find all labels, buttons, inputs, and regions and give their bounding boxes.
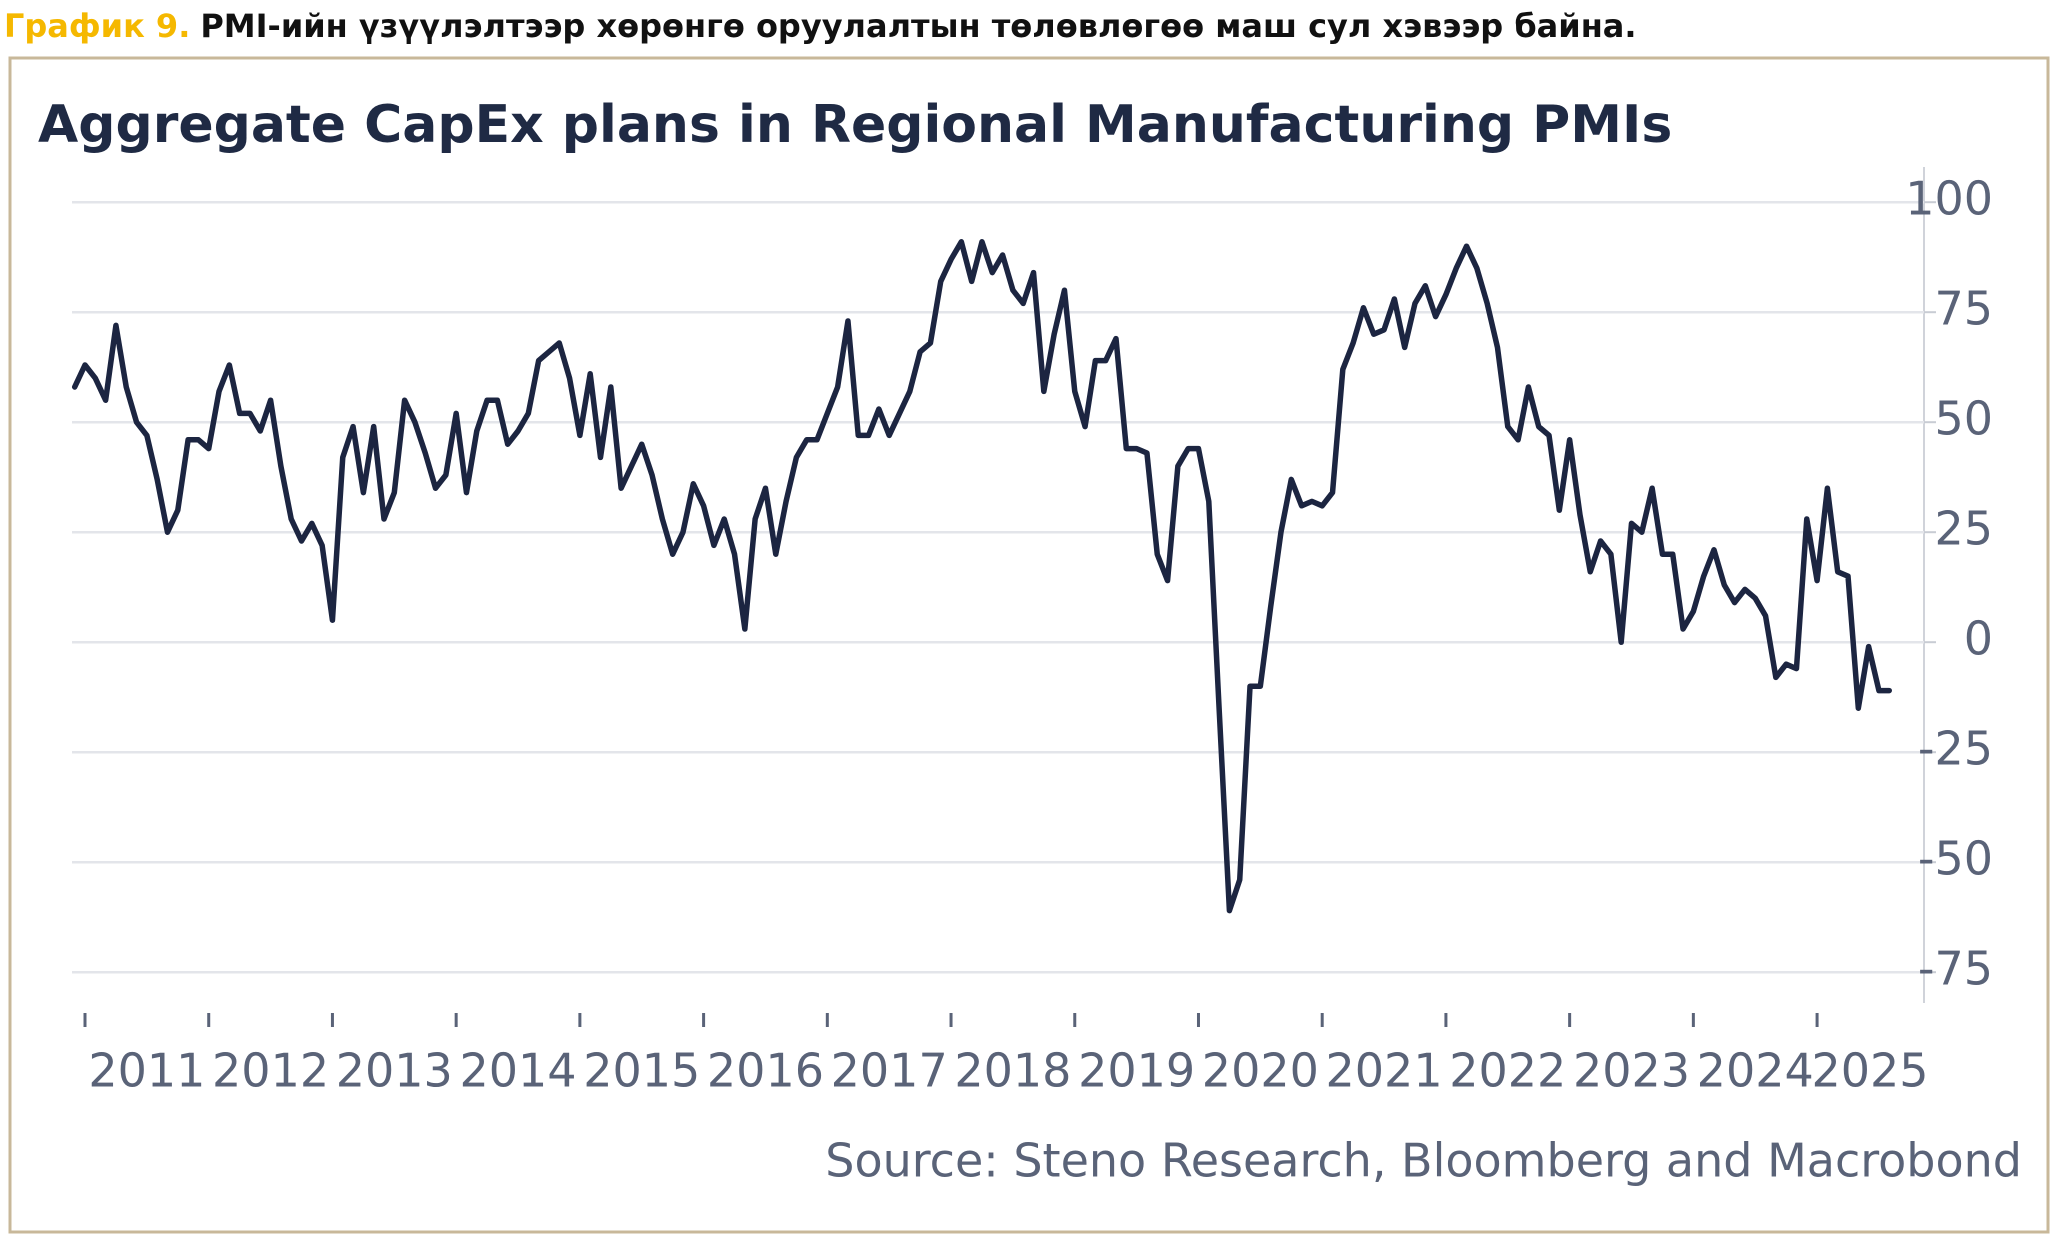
- header-text: PMI-ийн үзүүлэлтээр хөрөнгө оруулалтын т…: [200, 7, 1636, 45]
- x-tick-label: 2017: [831, 1044, 948, 1098]
- header: График 9. PMI-ийн үзүүлэлтээр хөрөнгө ору…: [4, 7, 1637, 45]
- x-tick-label: 2015: [583, 1044, 700, 1098]
- chart-frame: [8, 56, 2050, 1234]
- x-tick-label: 2024: [1697, 1044, 1814, 1098]
- source: Source: Steno Research, Bloomberg and Ma…: [825, 1134, 2022, 1188]
- y-tick-label: 0: [1964, 612, 1993, 666]
- x-tick-label: 2018: [954, 1044, 1071, 1098]
- y-tick-label: 75: [1934, 282, 1993, 336]
- y-tick-label: -75: [1918, 942, 1993, 996]
- x-tick-label: 2014: [459, 1044, 576, 1098]
- y-tick-label: 100: [1905, 172, 1993, 226]
- data-line: [71, 239, 1892, 914]
- y-tick-label: -25: [1918, 722, 1993, 776]
- x-tick-label: 2016: [707, 1044, 824, 1098]
- header-label: График 9.: [4, 7, 190, 45]
- x-tick-label: 2023: [1573, 1044, 1690, 1098]
- x-tick-label: 2013: [336, 1044, 453, 1098]
- x-tick-label: 2022: [1449, 1044, 1566, 1098]
- x-tick-label: 2011: [88, 1044, 205, 1098]
- y-tick-label: 50: [1934, 392, 1993, 446]
- x-tick-label: 2012: [212, 1044, 329, 1098]
- x-tick-label: 2020: [1202, 1044, 1319, 1098]
- y-tick-label: -50: [1918, 832, 1993, 886]
- chart-title: Aggregate CapEx plans in Regional Manufa…: [38, 95, 1672, 155]
- x-tick-label: 2019: [1078, 1044, 1195, 1098]
- x-tick-label: 2025: [1811, 1044, 1928, 1098]
- x-tick-label: 2021: [1326, 1044, 1443, 1098]
- y-tick-label: 25: [1934, 502, 1993, 556]
